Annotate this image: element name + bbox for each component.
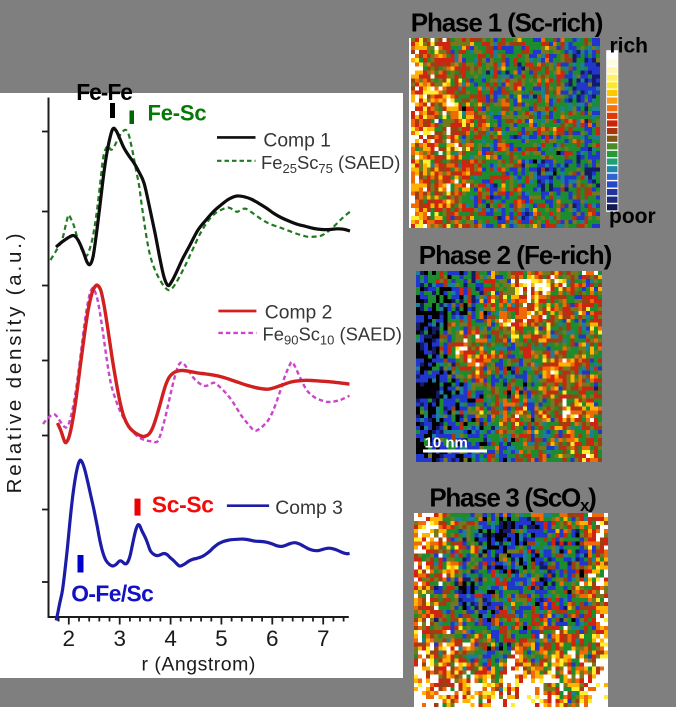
svg-text:2: 2 [63, 626, 76, 651]
svg-text:6: 6 [266, 626, 279, 651]
svg-text:Comp 2: Comp 2 [265, 302, 333, 323]
svg-text:Phase 2 (Fe-rich): Phase 2 (Fe-rich) [419, 240, 612, 270]
svg-text:Comp 1: Comp 1 [263, 131, 331, 152]
svg-text:4: 4 [164, 626, 177, 651]
svg-text:poor: poor [609, 205, 656, 228]
svg-text:3: 3 [113, 626, 126, 651]
svg-text:10 nm: 10 nm [425, 435, 468, 452]
svg-text:Fe-Fe: Fe-Fe [76, 79, 132, 105]
svg-text:Comp 3: Comp 3 [275, 498, 343, 519]
svg-text:Relative density (a.u.): Relative density (a.u.) [3, 231, 26, 494]
svg-text:Sc-Sc: Sc-Sc [152, 492, 214, 518]
svg-text:Phase 3 (ScOx): Phase 3 (ScOx) [429, 483, 596, 516]
svg-text:7: 7 [317, 626, 330, 651]
svg-text:O-Fe/Sc: O-Fe/Sc [71, 580, 154, 606]
svg-text:Phase 1 (Sc-rich): Phase 1 (Sc-rich) [411, 8, 603, 38]
svg-text:r (Angstrom): r (Angstrom) [142, 654, 256, 676]
svg-text:Fe-Sc: Fe-Sc [148, 101, 207, 126]
svg-text:5: 5 [215, 626, 228, 651]
svg-text:rich: rich [610, 35, 649, 58]
